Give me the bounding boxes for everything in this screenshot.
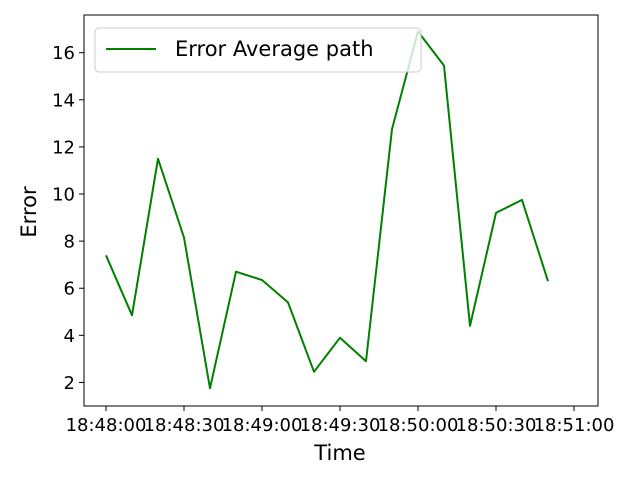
- series-layer: [105, 30, 549, 390]
- plot-frame: [83, 14, 599, 407]
- x-tick-label: 18:50:30: [456, 415, 537, 436]
- y-axis-label: Error: [17, 186, 41, 238]
- y-tick-label: 6: [64, 279, 75, 300]
- legend: Error Average path: [94, 27, 422, 73]
- x-tick-label: 18:48:00: [66, 415, 147, 436]
- y-tick-label: 12: [52, 137, 75, 158]
- y-tick-label: 14: [52, 90, 75, 111]
- x-axis-label: Time: [313, 441, 365, 465]
- y-tick-label: 10: [52, 185, 75, 206]
- x-tick-label: 18:49:00: [222, 415, 303, 436]
- x-tick-label: 18:50:00: [378, 415, 459, 436]
- x-tick-label: 18:48:30: [144, 415, 225, 436]
- plot-area: [84, 15, 598, 406]
- x-axis-ticks: 18:48:0018:48:3018:49:0018:49:3018:50:00…: [66, 406, 615, 436]
- legend-box: [94, 27, 422, 73]
- x-tick-label: 18:49:30: [300, 415, 381, 436]
- y-tick-label: 2: [64, 373, 75, 394]
- series-line-error-average-path: [105, 30, 549, 390]
- legend-label-error-average-path: Error Average path: [175, 37, 374, 61]
- x-tick-label: 18:51:00: [534, 415, 615, 436]
- y-tick-label: 4: [64, 326, 75, 347]
- y-axis-ticks: 2 4 6 8 10 12 14 16: [52, 43, 84, 394]
- y-tick-label: 16: [52, 43, 75, 64]
- y-tick-label: 8: [64, 232, 75, 253]
